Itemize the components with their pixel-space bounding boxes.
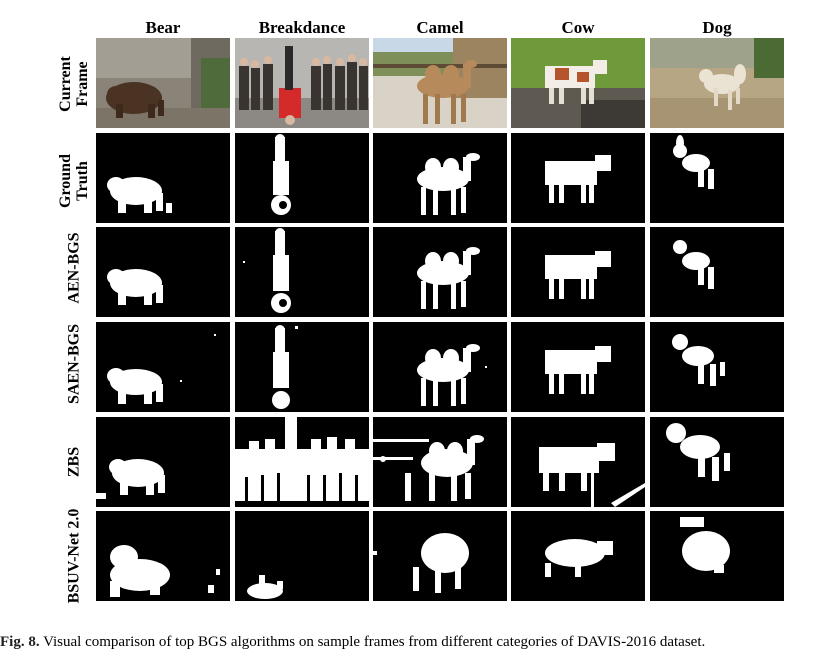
photo-breakdance: [235, 38, 369, 128]
column-header-bear: Bear: [145, 18, 181, 37]
mask-saen-bgs-camel: [373, 322, 507, 412]
mask-saen-bgs-breakdance: [235, 322, 369, 412]
mask-zbs-cow: [511, 417, 645, 507]
photo-camel: [373, 38, 507, 128]
mask-ground-truth-dog: [650, 133, 784, 223]
mask-ground-truth-bear: [96, 133, 230, 223]
mask-bsuv-net-bear: [96, 511, 230, 601]
mask-aen-bgs-cow: [511, 227, 645, 317]
row-label-line: AEN-BGS: [65, 232, 83, 304]
mask-saen-bgs-cow: [511, 322, 645, 412]
row-label-line: ZBS: [65, 446, 83, 478]
mask-bsuv-net-breakdance: [235, 511, 369, 601]
mask-aen-bgs-breakdance: [235, 227, 369, 317]
mask-zbs-camel: [373, 417, 507, 507]
mask-saen-bgs-dog: [650, 322, 784, 412]
mask-ground-truth-cow: [511, 133, 645, 223]
mask-zbs-breakdance: [235, 417, 369, 507]
row-label-saen-bgs: SAEN-BGS: [66, 319, 83, 409]
column-header-breakdance: Breakdance: [258, 18, 346, 37]
row-label-zbs: ZBS: [66, 417, 83, 507]
mask-aen-bgs-camel: [373, 227, 507, 317]
row-label-line: Truth: [74, 161, 91, 201]
column-header-cow: Cow: [561, 18, 595, 37]
row-label-line: Ground: [57, 154, 74, 208]
figure-caption: Fig. 8. Visual comparison of top BGS alg…: [0, 634, 838, 651]
photo-bear: [96, 38, 230, 128]
mask-zbs-bear: [96, 417, 230, 507]
mask-bsuv-net-dog: [650, 511, 784, 601]
mask-zbs-dog: [650, 417, 784, 507]
row-label-bsuv-net-2: BSUV-Net 2.0: [66, 501, 83, 611]
mask-ground-truth-camel: [373, 133, 507, 223]
photo-dog: [650, 38, 784, 128]
row-label-line: Current: [57, 56, 74, 112]
mask-aen-bgs-bear: [96, 227, 230, 317]
mask-saen-bgs-bear: [96, 322, 230, 412]
column-header-camel: Camel: [416, 18, 464, 37]
photo-cow: [511, 38, 645, 128]
mask-aen-bgs-dog: [650, 227, 784, 317]
row-label-line: BSUV-Net 2.0: [65, 508, 83, 604]
mask-bsuv-net-cow: [511, 511, 645, 601]
mask-bsuv-net-camel: [373, 511, 507, 601]
row-label-ground-truth: Ground Truth: [57, 136, 91, 226]
row-label-aen-bgs: AEN-BGS: [66, 223, 83, 313]
row-label-current-frame: Current Frame: [57, 39, 91, 129]
column-header-dog: Dog: [702, 18, 732, 37]
row-label-line: Frame: [74, 61, 91, 107]
figure-caption-text: Visual comparison of top BGS algorithms …: [43, 634, 706, 650]
figure-label: Fig. 8.: [0, 634, 40, 650]
row-label-line: SAEN-BGS: [65, 323, 83, 405]
mask-ground-truth-breakdance: [235, 133, 369, 223]
